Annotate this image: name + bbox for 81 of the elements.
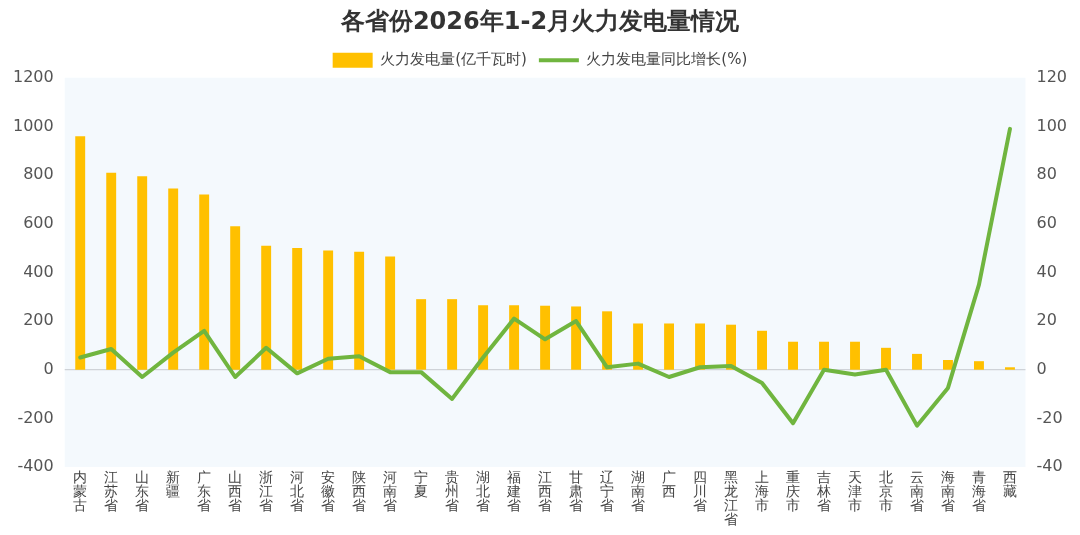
chart-title: 各省份2026年1-2月火力发电量情况: [339, 6, 741, 35]
bar: [850, 341, 860, 370]
x-tick-label: 北京市: [879, 468, 893, 513]
x-tick-label: 青海省: [971, 468, 986, 513]
bar: [881, 347, 891, 370]
x-tick-label: 内蒙古: [73, 468, 88, 513]
y2-tick-label: 60: [1036, 212, 1057, 232]
bar: [912, 353, 922, 370]
x-tick-label: 浙江省: [259, 468, 274, 513]
x-tick-label: 广东省: [197, 468, 212, 513]
y-tick-label: 400: [23, 261, 54, 281]
x-tick-label: 吉林省: [816, 468, 832, 513]
x-tick-label: 河北省: [290, 468, 305, 513]
x-tick-label: 海南省: [940, 468, 955, 513]
x-tick-label: 山西省: [228, 468, 243, 513]
bar: [199, 194, 210, 370]
x-tick-label: 陕西省: [352, 468, 367, 513]
bar: [261, 245, 272, 370]
x-tick-label: 四川省: [693, 468, 708, 513]
y-tick-label: 600: [23, 212, 54, 232]
x-tick-label: 西藏: [1002, 468, 1017, 499]
y2-tick-label: 80: [1036, 164, 1057, 184]
x-tick-label: 福建省: [506, 468, 522, 513]
y2-tick-label: 0: [1036, 358, 1047, 378]
legend-label: 火力发电量(亿千瓦时): [380, 50, 527, 69]
y-tick-label: 0: [43, 358, 54, 378]
x-tick-label: 山东省: [135, 468, 150, 513]
y-tick-label: 800: [23, 164, 54, 184]
bar: [571, 306, 582, 370]
bar: [385, 256, 396, 370]
y-tick-label: 1000: [13, 115, 54, 135]
bar: [106, 172, 117, 370]
bar: [819, 341, 829, 370]
bar: [137, 176, 148, 370]
y2-tick-label: 40: [1036, 261, 1057, 281]
legend-label: 火力发电量同比增长(%): [586, 50, 748, 69]
bar: [354, 251, 365, 370]
bar: [292, 248, 303, 370]
x-tick-label: 重庆市: [786, 468, 801, 513]
x-tick-label: 甘肃省: [569, 468, 584, 513]
bar: [788, 341, 798, 370]
y-tick-label: 200: [23, 310, 54, 330]
x-tick-label: 上海市: [755, 468, 770, 513]
bar: [230, 226, 241, 370]
bar: [1005, 367, 1015, 370]
y2-tick-label: 100: [1036, 115, 1068, 135]
x-tick-label: 宁夏: [414, 468, 429, 499]
x-tick-label: 湖北省: [476, 468, 491, 513]
x-tick-label: 贵州省: [445, 468, 460, 513]
y-tick-label: -200: [17, 407, 54, 427]
bar: [75, 136, 86, 370]
x-tick-label: 新疆: [166, 468, 181, 499]
bar: [323, 250, 334, 370]
x-tick-label: 湖南省: [631, 468, 646, 513]
x-tick-label: 江西省: [538, 468, 553, 513]
bar: [509, 305, 520, 370]
y2-tick-label: -40: [1036, 456, 1063, 476]
bar: [478, 305, 489, 370]
y-tick-label: -400: [17, 456, 54, 476]
x-tick-label: 黑龙江省: [724, 468, 739, 527]
bar: [416, 299, 427, 370]
y2-tick-label: 120: [1036, 66, 1068, 86]
x-tick-label: 广西: [662, 468, 677, 499]
x-tick-label: 云南省: [909, 468, 924, 513]
bar: [664, 323, 675, 370]
y-tick-label: 1200: [13, 66, 54, 86]
y2-tick-label: 20: [1036, 310, 1057, 330]
bar: [726, 324, 736, 370]
bar: [757, 330, 767, 370]
x-tick-label: 江苏省: [104, 468, 119, 513]
bar: [540, 305, 551, 370]
bar: [943, 359, 953, 370]
y2-tick-label: -20: [1036, 407, 1063, 427]
x-tick-label: 天津市: [848, 468, 863, 513]
bar: [168, 188, 179, 370]
bar: [447, 299, 458, 370]
bar: [974, 361, 984, 370]
bar: [695, 323, 706, 370]
x-tick-label: 河南省: [383, 468, 398, 513]
x-tick-label: 安徽省: [321, 468, 336, 513]
x-tick-label: 辽宁省: [600, 468, 615, 513]
